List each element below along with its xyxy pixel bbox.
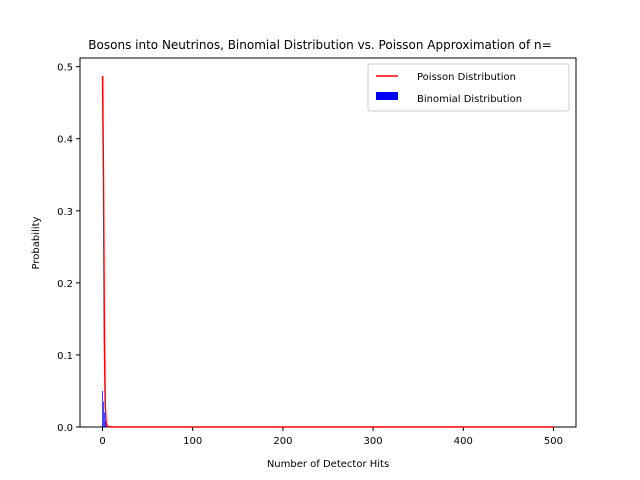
binomial-bar bbox=[104, 421, 106, 427]
y-tick-label: 0.2 bbox=[57, 279, 73, 290]
binomial-bar bbox=[103, 401, 104, 427]
y-tick-label: 0.0 bbox=[57, 423, 73, 434]
binomial-bar bbox=[105, 425, 107, 427]
x-axis: 0 100 200 300 400 500 bbox=[99, 427, 563, 447]
x-tick-label: 200 bbox=[273, 436, 292, 447]
y-tick-label: 0.5 bbox=[57, 63, 73, 74]
x-axis-label: Number of Detector Hits bbox=[267, 459, 389, 470]
y-tick-label: 0.3 bbox=[57, 207, 73, 218]
x-tick-label: 0 bbox=[99, 436, 105, 447]
y-axis: 0.0 0.1 0.2 0.3 0.4 0.5 bbox=[57, 63, 80, 434]
x-tick-label: 100 bbox=[183, 436, 202, 447]
legend-poisson-label: Poisson Distribution bbox=[417, 72, 516, 83]
axes-frame bbox=[79, 57, 577, 428]
x-tick-label: 400 bbox=[454, 436, 473, 447]
legend-binomial-swatch bbox=[376, 92, 398, 100]
legend-binomial-label: Binomial Distribution bbox=[417, 94, 522, 105]
x-tick-label: 300 bbox=[364, 436, 383, 447]
legend-box bbox=[367, 63, 570, 112]
legend: Poisson Distribution Binomial Distributi… bbox=[367, 63, 570, 112]
poisson-line bbox=[101, 76, 554, 428]
x-tick-label: 500 bbox=[544, 436, 563, 447]
binomial-bar bbox=[103, 412, 105, 427]
chart-title: Bosons into Neutrinos, Binomial Distribu… bbox=[88, 38, 551, 52]
y-tick-label: 0.1 bbox=[57, 351, 73, 362]
y-axis-label: Probability bbox=[31, 216, 42, 269]
y-tick-label: 0.4 bbox=[57, 135, 73, 146]
plot-area bbox=[79, 57, 577, 428]
binomial-bar bbox=[102, 390, 103, 427]
